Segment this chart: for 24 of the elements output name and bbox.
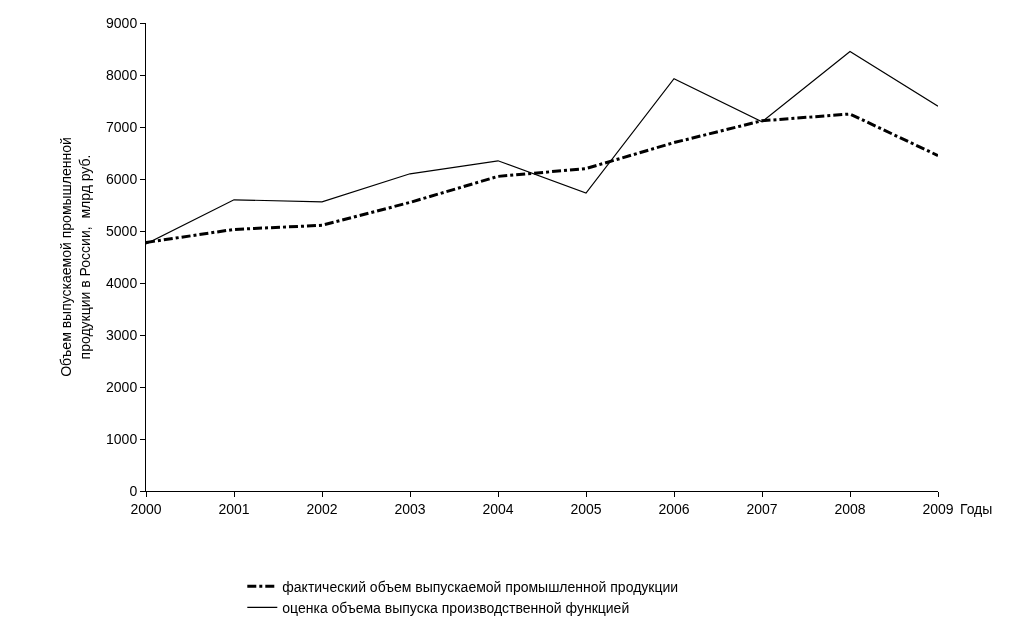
y-tick-label: 5000 bbox=[106, 222, 138, 239]
y-tick-label: 3000 bbox=[106, 326, 138, 343]
y-tick-label: 7000 bbox=[106, 118, 138, 135]
y-tick-label: 4000 bbox=[106, 274, 138, 291]
y-tick-label: 9000 bbox=[106, 14, 138, 31]
x-tick-label: 2004 bbox=[482, 500, 514, 517]
x-tick-label: 2001 bbox=[218, 500, 250, 517]
x-tick-label: 2006 bbox=[658, 500, 690, 517]
y-tick-label: 1000 bbox=[106, 430, 138, 447]
x-tick-label: 2005 bbox=[570, 500, 602, 517]
x-axis-title: Годы bbox=[960, 501, 993, 517]
legend-label: оценка объема выпуска производственной функцией bbox=[282, 599, 630, 616]
y-tick-label: 2000 bbox=[106, 378, 138, 395]
x-tick-label: 2003 bbox=[394, 500, 426, 517]
x-tick-label: 2009 bbox=[922, 500, 954, 517]
x-tick-label: 2007 bbox=[746, 500, 778, 517]
legend-label: фактический объем выпускаемой промышленной продукции bbox=[282, 578, 679, 595]
y-tick-label: 0 bbox=[129, 482, 138, 499]
x-tick-label: 2008 bbox=[834, 500, 866, 517]
y-tick-label: 8000 bbox=[106, 66, 138, 83]
y-tick-label: 6000 bbox=[106, 170, 138, 187]
x-tick-label: 2002 bbox=[306, 500, 338, 517]
x-tick-label: 2000 bbox=[130, 500, 162, 517]
y-axis-title: Объем выпускаемой промышленной продукции в России, млрд руб. bbox=[58, 137, 93, 377]
